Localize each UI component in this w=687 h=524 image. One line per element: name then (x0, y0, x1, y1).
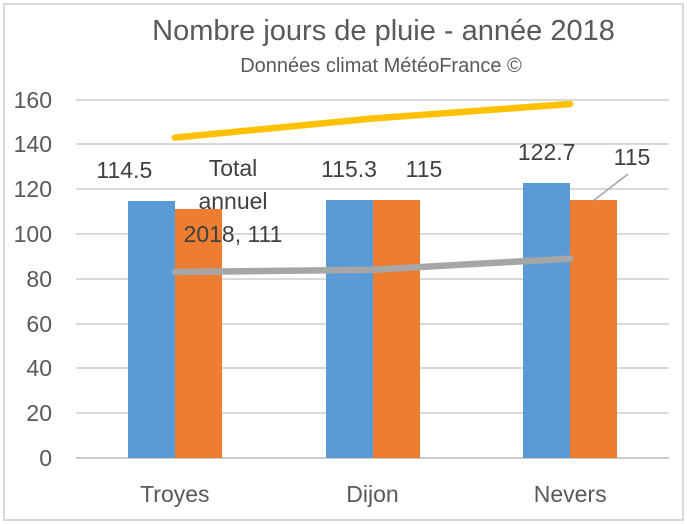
blue-bar-label-dijon: 115.3 (321, 155, 377, 182)
orange-bar-label-troyes: Total annuel 2018, 111 (183, 155, 283, 247)
y-tick-label: 100 (13, 220, 52, 247)
yellow-line-series (171, 100, 574, 141)
chart-title: Nombre jours de pluie - année 2018 (152, 15, 615, 47)
category-label-nevers: Nevers (533, 481, 607, 507)
orange-bar-nevers (570, 200, 618, 458)
gridline (76, 188, 669, 191)
category-label-troyes: Troyes (140, 481, 210, 507)
blue-bar-nevers (523, 183, 571, 458)
blue-bar-label-troyes: 114.5 (96, 157, 153, 184)
gridline (76, 98, 669, 101)
chart-subtitle: Données climat MétéoFrance © (240, 55, 522, 77)
orange-bar-label-nevers: 115 (613, 144, 651, 170)
y-tick-label: 0 (39, 445, 52, 471)
y-tick-label: 120 (13, 176, 52, 203)
y-tick-label: 40 (26, 355, 52, 382)
y-tick-label: 80 (26, 265, 52, 292)
gridline (76, 143, 669, 146)
y-tick-label: 140 (13, 131, 52, 158)
x-axis-line (76, 457, 669, 459)
orange-bar-troyes (174, 209, 222, 458)
blue-bar-troyes (127, 201, 175, 458)
y-tick-label: 60 (26, 310, 52, 337)
blue-bar-label-nevers: 122.7 (517, 139, 576, 166)
y-tick-label: 160 (13, 86, 52, 113)
y-tick-label: 20 (26, 400, 52, 427)
blue-bar-dijon (325, 199, 373, 458)
orange-bar-dijon (372, 200, 420, 458)
orange-bar-label-dijon: 115 (405, 156, 443, 183)
category-label-dijon: Dijon (346, 481, 399, 507)
